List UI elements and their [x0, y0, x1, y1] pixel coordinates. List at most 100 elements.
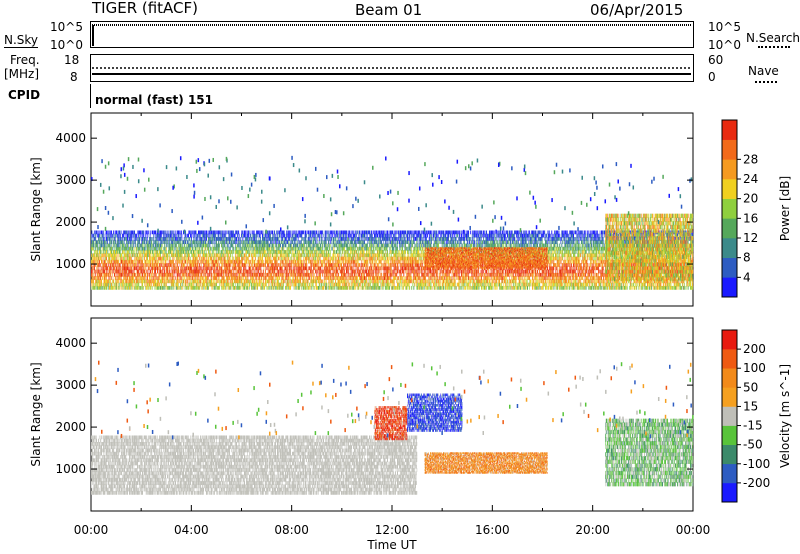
- data-cell: [202, 244, 203, 248]
- data-cell: [105, 240, 106, 244]
- data-cell: [101, 253, 102, 257]
- data-cell: [179, 244, 180, 248]
- data-cell: [221, 286, 222, 290]
- data-cell: [160, 253, 161, 257]
- data-cell: [224, 237, 225, 241]
- data-cell: [254, 279, 255, 283]
- data-cell: [132, 273, 133, 277]
- data-cell: [133, 250, 134, 254]
- data-cell: [239, 244, 240, 248]
- data-cell: [136, 244, 137, 248]
- data-cell: [186, 253, 187, 257]
- data-cell: [121, 276, 122, 280]
- data-cell: [113, 253, 114, 257]
- data-cell: [218, 279, 219, 283]
- data-cell: [185, 240, 186, 244]
- data-cell: [216, 234, 217, 238]
- data-cell: [164, 230, 165, 234]
- data-cell: [147, 263, 148, 267]
- data-cell: [220, 270, 221, 274]
- data-cell: [166, 240, 167, 244]
- data-cell: [111, 260, 112, 264]
- data-cell: [116, 240, 117, 244]
- data-cell: [197, 247, 198, 251]
- data-cell: [230, 266, 231, 270]
- data-cell: [115, 270, 116, 274]
- data-cell: [223, 237, 224, 241]
- data-cell: [165, 253, 166, 257]
- data-cell: [221, 244, 222, 248]
- data-cell: [166, 263, 167, 267]
- data-cell: [197, 257, 198, 261]
- data-cell: [113, 244, 114, 248]
- data-cell: [91, 234, 92, 238]
- data-cell: [130, 253, 131, 257]
- data-cell: [249, 283, 250, 287]
- data-cell: [166, 279, 167, 283]
- data-cell: [148, 286, 149, 290]
- data-cell: [224, 244, 225, 248]
- data-cell: [247, 286, 248, 290]
- data-cell: [175, 234, 176, 238]
- data-cell: [235, 286, 236, 290]
- data-cell: [165, 276, 166, 280]
- data-cell: [185, 257, 186, 261]
- data-cell: [218, 253, 219, 257]
- data-cell: [262, 286, 263, 290]
- data-cell: [244, 253, 245, 257]
- data-cell: [176, 240, 177, 244]
- data-cell: [248, 244, 249, 248]
- data-cell: [242, 260, 243, 264]
- data-cell: [126, 276, 127, 280]
- data-cell: [179, 230, 180, 234]
- data-cell: [225, 230, 226, 234]
- data-cell: [212, 234, 213, 238]
- data-cell: [96, 270, 97, 274]
- data-cell: [148, 253, 149, 257]
- data-cell: [176, 234, 177, 238]
- data-cell: [170, 276, 171, 280]
- data-cell: [112, 266, 113, 270]
- data-cell: [166, 250, 167, 254]
- data-cell: [237, 253, 238, 257]
- data-cell: [190, 257, 191, 261]
- data-cell: [178, 240, 179, 244]
- data-cell: [96, 276, 97, 280]
- data-cell: [161, 263, 162, 267]
- data-cell: [110, 257, 111, 261]
- data-cell: [152, 273, 153, 277]
- data-cell: [150, 244, 151, 248]
- data-cell: [128, 279, 129, 283]
- data-cell: [108, 263, 109, 267]
- data-cell: [201, 260, 202, 264]
- data-cell: [92, 270, 93, 274]
- data-cell: [140, 250, 141, 254]
- data-cell: [168, 240, 169, 244]
- data-cell: [244, 266, 245, 270]
- data-cell: [212, 240, 213, 244]
- data-cell: [109, 240, 110, 244]
- data-cell: [206, 263, 207, 267]
- data-cell: [186, 270, 187, 274]
- data-cell: [94, 276, 95, 280]
- data-cell: [240, 283, 241, 287]
- data-cell: [108, 237, 109, 241]
- data-cell: [208, 273, 209, 277]
- data-cell: [245, 273, 246, 277]
- data-cell: [230, 276, 231, 280]
- data-cell: [155, 234, 156, 238]
- data-cell: [123, 237, 124, 241]
- data-cell: [264, 247, 265, 251]
- data-cell: [191, 279, 192, 283]
- data-cell: [216, 240, 217, 244]
- data-cell: [149, 244, 150, 248]
- data-cell: [188, 240, 189, 244]
- data-cell: [110, 240, 111, 244]
- data-cell: [94, 234, 95, 238]
- data-cell: [157, 240, 158, 244]
- data-cell: [137, 234, 138, 238]
- data-cell: [201, 283, 202, 287]
- data-cell: [243, 250, 244, 254]
- data-cell: [117, 234, 118, 238]
- data-cell: [108, 260, 109, 264]
